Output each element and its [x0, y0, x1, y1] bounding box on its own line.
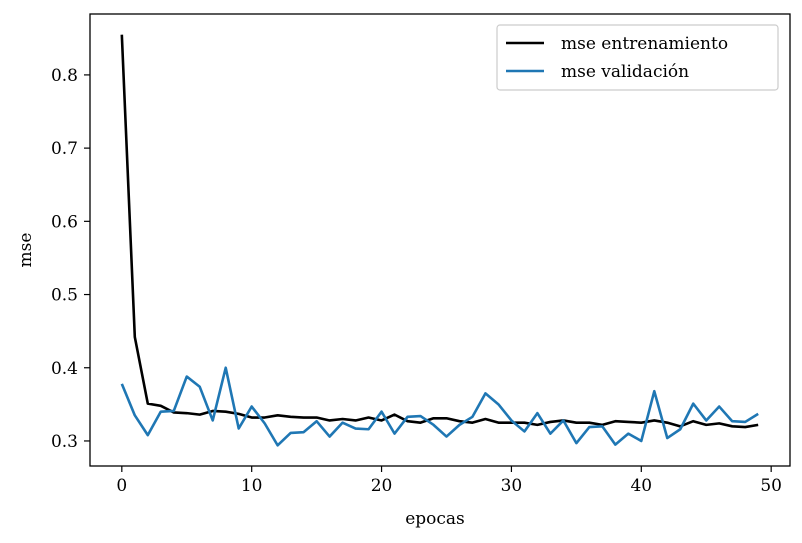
x-axis-title: epocas: [405, 509, 465, 529]
y-axis-title: mse: [16, 233, 36, 268]
x-tick-label: 0: [116, 476, 127, 496]
y-tick-label: 0.8: [51, 66, 78, 86]
y-tick-label: 0.6: [51, 212, 78, 232]
plot-frame: [89, 13, 791, 467]
y-tick-label: 0.3: [51, 432, 78, 452]
x-tick-label: 30: [501, 476, 523, 496]
series-line-1: [120, 366, 759, 447]
y-tick-label: 0.7: [51, 139, 78, 159]
series-line-0: [120, 34, 759, 429]
x-tick-label: 10: [241, 476, 263, 496]
y-tick-label: 0.4: [51, 359, 78, 379]
y-tick-label: 0.5: [51, 286, 78, 306]
x-tick-label: 50: [760, 476, 782, 496]
x-tick-label: 20: [371, 476, 393, 496]
x-tick-label: 40: [630, 476, 652, 496]
legend-label-0: mse entrenamiento: [561, 34, 728, 54]
legend-label-1: mse validación: [561, 62, 689, 82]
legend-box: [496, 24, 779, 91]
